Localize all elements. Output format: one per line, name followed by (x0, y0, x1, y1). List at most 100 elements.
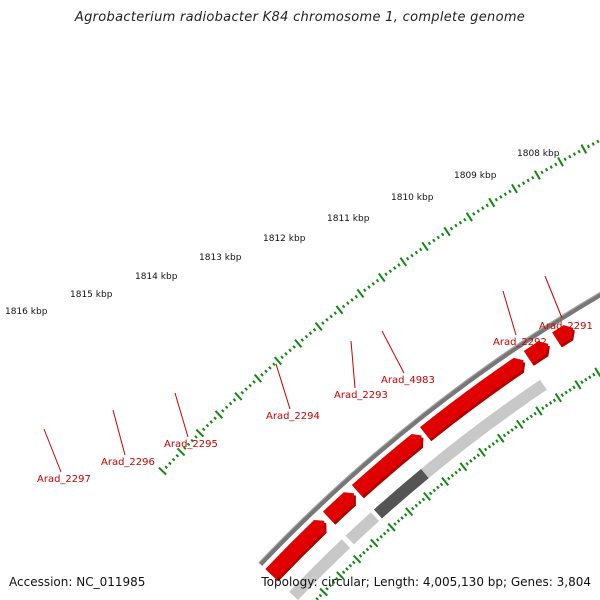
inner-major-tick (554, 392, 562, 403)
ruler-major-tick (314, 321, 323, 331)
gene-track (265, 325, 575, 600)
inner-minor-tick (525, 417, 530, 421)
ruler-minor-tick (304, 334, 309, 339)
ruler-minor-tick (388, 269, 393, 273)
gene-arrow (322, 492, 354, 523)
ruler-minor-tick (436, 235, 440, 240)
ruler-minor-tick (517, 184, 521, 188)
ruler-tick-label: 1812 kbp (263, 234, 306, 244)
inner-minor-tick (584, 377, 588, 382)
inner-minor-tick (572, 385, 576, 390)
ruler-minor-tick (419, 247, 423, 252)
ruler-minor-tick (272, 362, 276, 367)
ruler-major-tick (273, 356, 283, 366)
gene-leader-line (544, 275, 563, 319)
ruler-minor-tick (252, 380, 256, 384)
ruler-minor-tick (264, 369, 268, 374)
inner-minor-tick (358, 554, 363, 558)
inner-minor-tick (533, 411, 537, 416)
ruler-major-tick (195, 428, 205, 438)
inner-major-tick (574, 380, 582, 390)
ruler-major-tick (158, 466, 167, 476)
ruler-minor-tick (499, 195, 503, 199)
gene-leader-line (350, 340, 356, 389)
inner-minor-tick (411, 506, 415, 511)
ruler-minor-tick (526, 178, 530, 183)
ruler-minor-tick (454, 223, 458, 228)
gene-label: Arad_2296 (101, 457, 155, 468)
inner-minor-tick (469, 459, 473, 463)
ruler-minor-tick (432, 238, 436, 243)
inner-major-tick (594, 367, 600, 377)
ruler-minor-tick (321, 321, 325, 325)
inner-minor-tick (514, 425, 518, 429)
inner-minor-tick (331, 580, 336, 584)
inner-minor-tick (428, 491, 433, 496)
ruler-minor-tick (260, 373, 264, 377)
ruler-minor-tick (485, 203, 489, 208)
inner-minor-tick (393, 522, 397, 526)
feature-band (345, 512, 379, 545)
ruler-tick-label: 1811 kbp (327, 214, 370, 224)
ruler-minor-tick (577, 149, 581, 154)
ruler-minor-tick (240, 390, 245, 395)
ruler-tick-label: 1814 kbp (135, 272, 178, 282)
feature-band (421, 379, 547, 479)
inner-minor-tick (362, 550, 366, 555)
ruler-minor-tick (284, 352, 288, 356)
ruler-minor-tick (476, 209, 480, 213)
ruler-minor-tick (572, 152, 577, 156)
inner-minor-tick (484, 447, 488, 452)
inner-minor-tick (400, 516, 404, 520)
ruler-minor-tick (367, 285, 371, 289)
backbone-track (258, 292, 600, 566)
ruler-minor-tick (280, 355, 284, 360)
ruler-minor-tick (354, 294, 358, 299)
ruler-minor-tick (384, 272, 388, 277)
inner-major-tick (516, 419, 524, 430)
ruler-minor-tick (288, 348, 292, 353)
ruler-minor-tick (209, 420, 214, 424)
ruler-labels: 1816 kbp 1815 kbp 1814 kbp 1813 kbp 1812 kbp… (5, 149, 560, 317)
gene-leader-line (112, 409, 126, 456)
inner-minor-tick (318, 593, 323, 598)
ruler-tick-label: 1815 kbp (70, 290, 113, 300)
gene-leader-line (502, 290, 517, 336)
inner-minor-tick (418, 500, 422, 505)
inner-minor-tick (458, 467, 462, 472)
ruler-minor-tick (213, 416, 217, 421)
inner-minor-tick (502, 433, 507, 438)
inner-minor-tick (529, 414, 533, 419)
ruler-minor-tick (521, 181, 526, 185)
inner-minor-tick (568, 388, 572, 392)
ruler-major-tick (234, 391, 243, 401)
gene-label: Arad_2291 (539, 321, 593, 332)
inner-minor-tick (414, 503, 419, 508)
inner-minor-tick (341, 570, 346, 574)
ruler-minor-tick (312, 328, 317, 332)
inner-major-tick (478, 447, 486, 457)
ruler-minor-tick (224, 405, 229, 410)
inner-minor-tick (328, 583, 333, 588)
inner-minor-tick (506, 430, 511, 435)
gene-label: Arad_2294 (266, 411, 320, 422)
inner-minor-tick (552, 398, 557, 403)
genome-summary-text: Topology: circular; Length: 4,005,130 bp… (261, 575, 591, 589)
accession-text: Accession: NC_011985 (9, 575, 146, 589)
inner-minor-tick (348, 563, 353, 568)
inner-minor-tick (379, 534, 383, 539)
ruler-minor-tick (397, 263, 401, 267)
gene-arrow (351, 433, 422, 497)
ruler-major-tick (356, 288, 365, 299)
inner-minor-tick (369, 544, 373, 549)
ruler-minor-tick (346, 301, 350, 306)
ruler-minor-tick (472, 212, 476, 216)
ruler-minor-tick (232, 398, 237, 402)
inner-minor-tick (510, 428, 514, 432)
inner-minor-tick (465, 462, 469, 466)
ruler-minor-tick (292, 345, 296, 349)
inner-minor-tick (421, 497, 426, 502)
ruler-minor-tick (350, 298, 354, 302)
inner-major-tick (405, 507, 414, 517)
